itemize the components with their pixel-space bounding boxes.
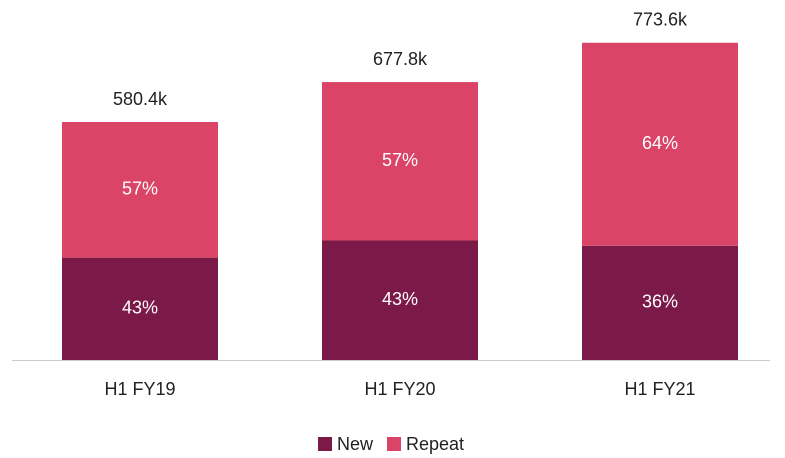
segment-label: 57%	[122, 179, 158, 199]
segment-label: 43%	[382, 289, 418, 309]
bar-segment	[322, 240, 478, 360]
segment-label: 57%	[382, 150, 418, 170]
x-tick-label: H1 FY19	[104, 379, 175, 399]
bar-segment	[62, 122, 218, 258]
bar-segment	[582, 42, 738, 246]
bar-segment	[322, 82, 478, 241]
total-label: 773.6k	[633, 10, 688, 30]
legend-swatch	[387, 437, 402, 451]
legend-swatch	[318, 437, 332, 451]
segment-label: 36%	[642, 292, 678, 312]
x-tick-label: H1 FY20	[364, 379, 435, 399]
bar-segment	[62, 257, 218, 360]
total-label: 677.8k	[373, 49, 428, 69]
legend-label: New	[337, 434, 374, 454]
bar-segment	[582, 245, 738, 360]
segment-label: 64%	[642, 133, 678, 153]
total-label: 580.4k	[113, 89, 168, 109]
legend-label: Repeat	[406, 434, 464, 454]
x-tick-label: H1 FY21	[624, 379, 695, 399]
segment-label: 43%	[122, 298, 158, 318]
